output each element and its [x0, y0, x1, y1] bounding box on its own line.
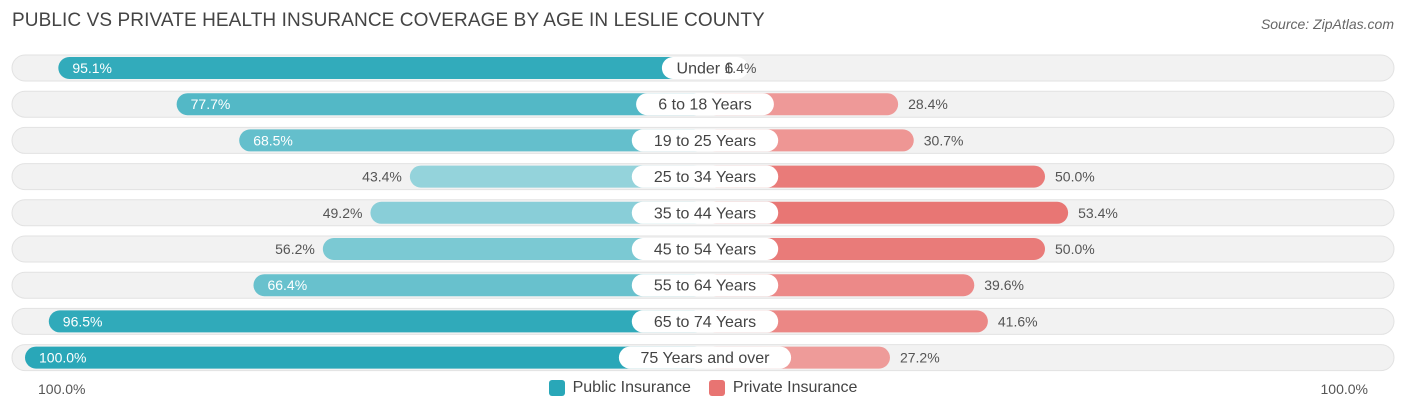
legend-item-public: Public Insurance — [548, 379, 691, 397]
legend: Public Insurance Private Insurance — [0, 379, 1406, 397]
public-value-label: 66.4% — [267, 277, 307, 293]
private-value-label: 50.0% — [1055, 169, 1095, 185]
public-bar — [370, 201, 705, 224]
category-label: 19 to 25 Years — [654, 133, 756, 150]
private-value-label: 1.4% — [725, 60, 757, 76]
category-label: 35 to 44 Years — [654, 205, 756, 222]
legend-label-private: Private Insurance — [732, 379, 858, 396]
private-value-label: 27.2% — [900, 350, 940, 366]
public-bar — [322, 238, 705, 260]
legend-swatch-private — [708, 380, 725, 396]
private-bar — [705, 165, 1045, 188]
public-bar — [48, 310, 706, 333]
private-value-label: 53.4% — [1078, 205, 1118, 221]
public-value-label: 49.2% — [323, 205, 363, 221]
category-pill — [631, 274, 779, 297]
private-value-label: 28.4% — [908, 96, 948, 112]
source-label: Source: ZipAtlas.com — [1260, 16, 1394, 32]
axis-right-label: 100.0% — [1320, 381, 1368, 397]
public-bar — [409, 165, 705, 188]
category-label: 75 Years and over — [641, 350, 771, 367]
category-pill — [631, 201, 779, 224]
private-value-label: 39.6% — [984, 277, 1024, 293]
public-bar — [58, 57, 705, 79]
category-pill — [618, 346, 792, 369]
public-value-label: 77.7% — [191, 96, 231, 112]
public-value-label: 100.0% — [39, 350, 86, 366]
chart-title: PUBLIC VS PRIVATE HEALTH INSURANCE COVER… — [12, 10, 765, 31]
category-pill — [631, 129, 779, 152]
category-pill — [636, 93, 774, 116]
private-value-label: 50.0% — [1055, 241, 1095, 257]
private-bar — [705, 201, 1069, 224]
chart-svg: Under 6 95.1% 1.4% 6 to 18 Years 77.7% 28.4% 1… — [11, 54, 1395, 372]
category-label: 25 to 34 Years — [654, 169, 756, 186]
public-bar — [253, 274, 706, 297]
axis-left-label: 100.0% — [38, 381, 86, 397]
legend-item-private: Private Insurance — [708, 379, 858, 397]
category-label: Under 6 — [677, 61, 734, 78]
public-value-label: 56.2% — [275, 241, 315, 257]
private-value-label: 30.7% — [924, 132, 964, 148]
category-label: 45 to 54 Years — [654, 242, 756, 259]
private-value-label: 41.6% — [998, 313, 1038, 329]
category-pill — [631, 165, 779, 188]
category-label: 65 to 74 Years — [654, 314, 756, 331]
private-bar — [705, 238, 1045, 260]
public-value-label: 95.1% — [72, 60, 112, 76]
public-value-label: 43.4% — [362, 169, 402, 185]
legend-swatch-public — [548, 380, 565, 396]
public-bar — [176, 93, 705, 116]
category-pill — [631, 238, 779, 260]
category-pill — [661, 57, 749, 79]
public-value-label: 96.5% — [63, 313, 103, 329]
category-label: 6 to 18 Years — [658, 97, 751, 114]
legend-label-public: Public Insurance — [572, 379, 691, 396]
public-bar — [25, 346, 705, 369]
category-pill — [631, 310, 779, 333]
public-bar — [239, 129, 705, 152]
public-value-label: 68.5% — [253, 132, 293, 148]
category-label: 55 to 64 Years — [654, 278, 756, 295]
